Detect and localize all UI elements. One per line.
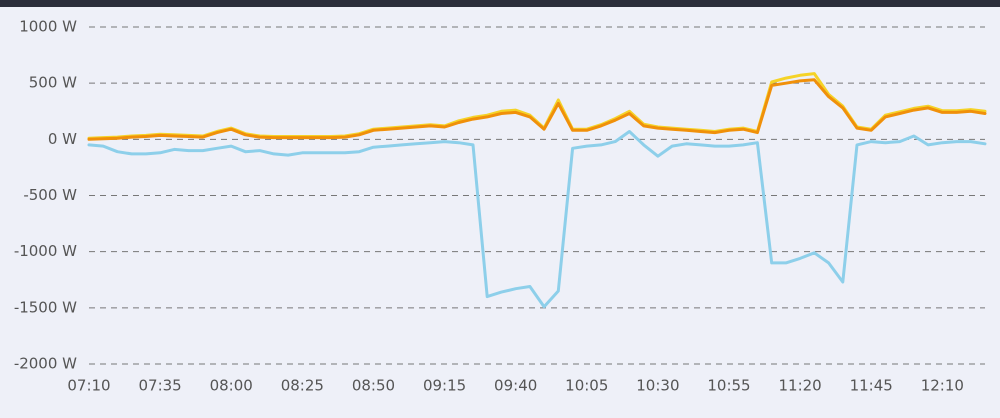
x-tick-label: 07:35 [138,377,181,395]
line-series [87,78,987,141]
status-bar [0,0,1000,7]
x-tick-label: 07:10 [67,377,110,395]
y-tick-label: 500 W [29,74,77,92]
x-tick-label: 10:05 [565,377,608,395]
x-tick-label: 08:00 [210,377,253,395]
y-tick-label: -2000 W [14,355,77,373]
x-tick-label: 09:40 [494,377,537,395]
x-tick-label: 09:15 [423,377,466,395]
y-tick-label: 1000 W [19,18,77,36]
x-tick-label: 08:25 [281,377,324,395]
y-tick-label: 0 W [48,130,77,148]
x-tick-label: 10:30 [636,377,679,395]
x-tick-label: 11:45 [850,377,893,395]
y-tick-label: -1500 W [14,298,77,316]
y-tick-label: -1000 W [14,242,77,260]
x-tick-label: 08:50 [352,377,395,395]
x-tick-label: 11:20 [778,377,821,395]
x-tick-label: 12:10 [921,377,964,395]
x-tick-label: 10:55 [707,377,750,395]
line-series [87,130,987,309]
y-tick-label: -500 W [23,186,77,204]
